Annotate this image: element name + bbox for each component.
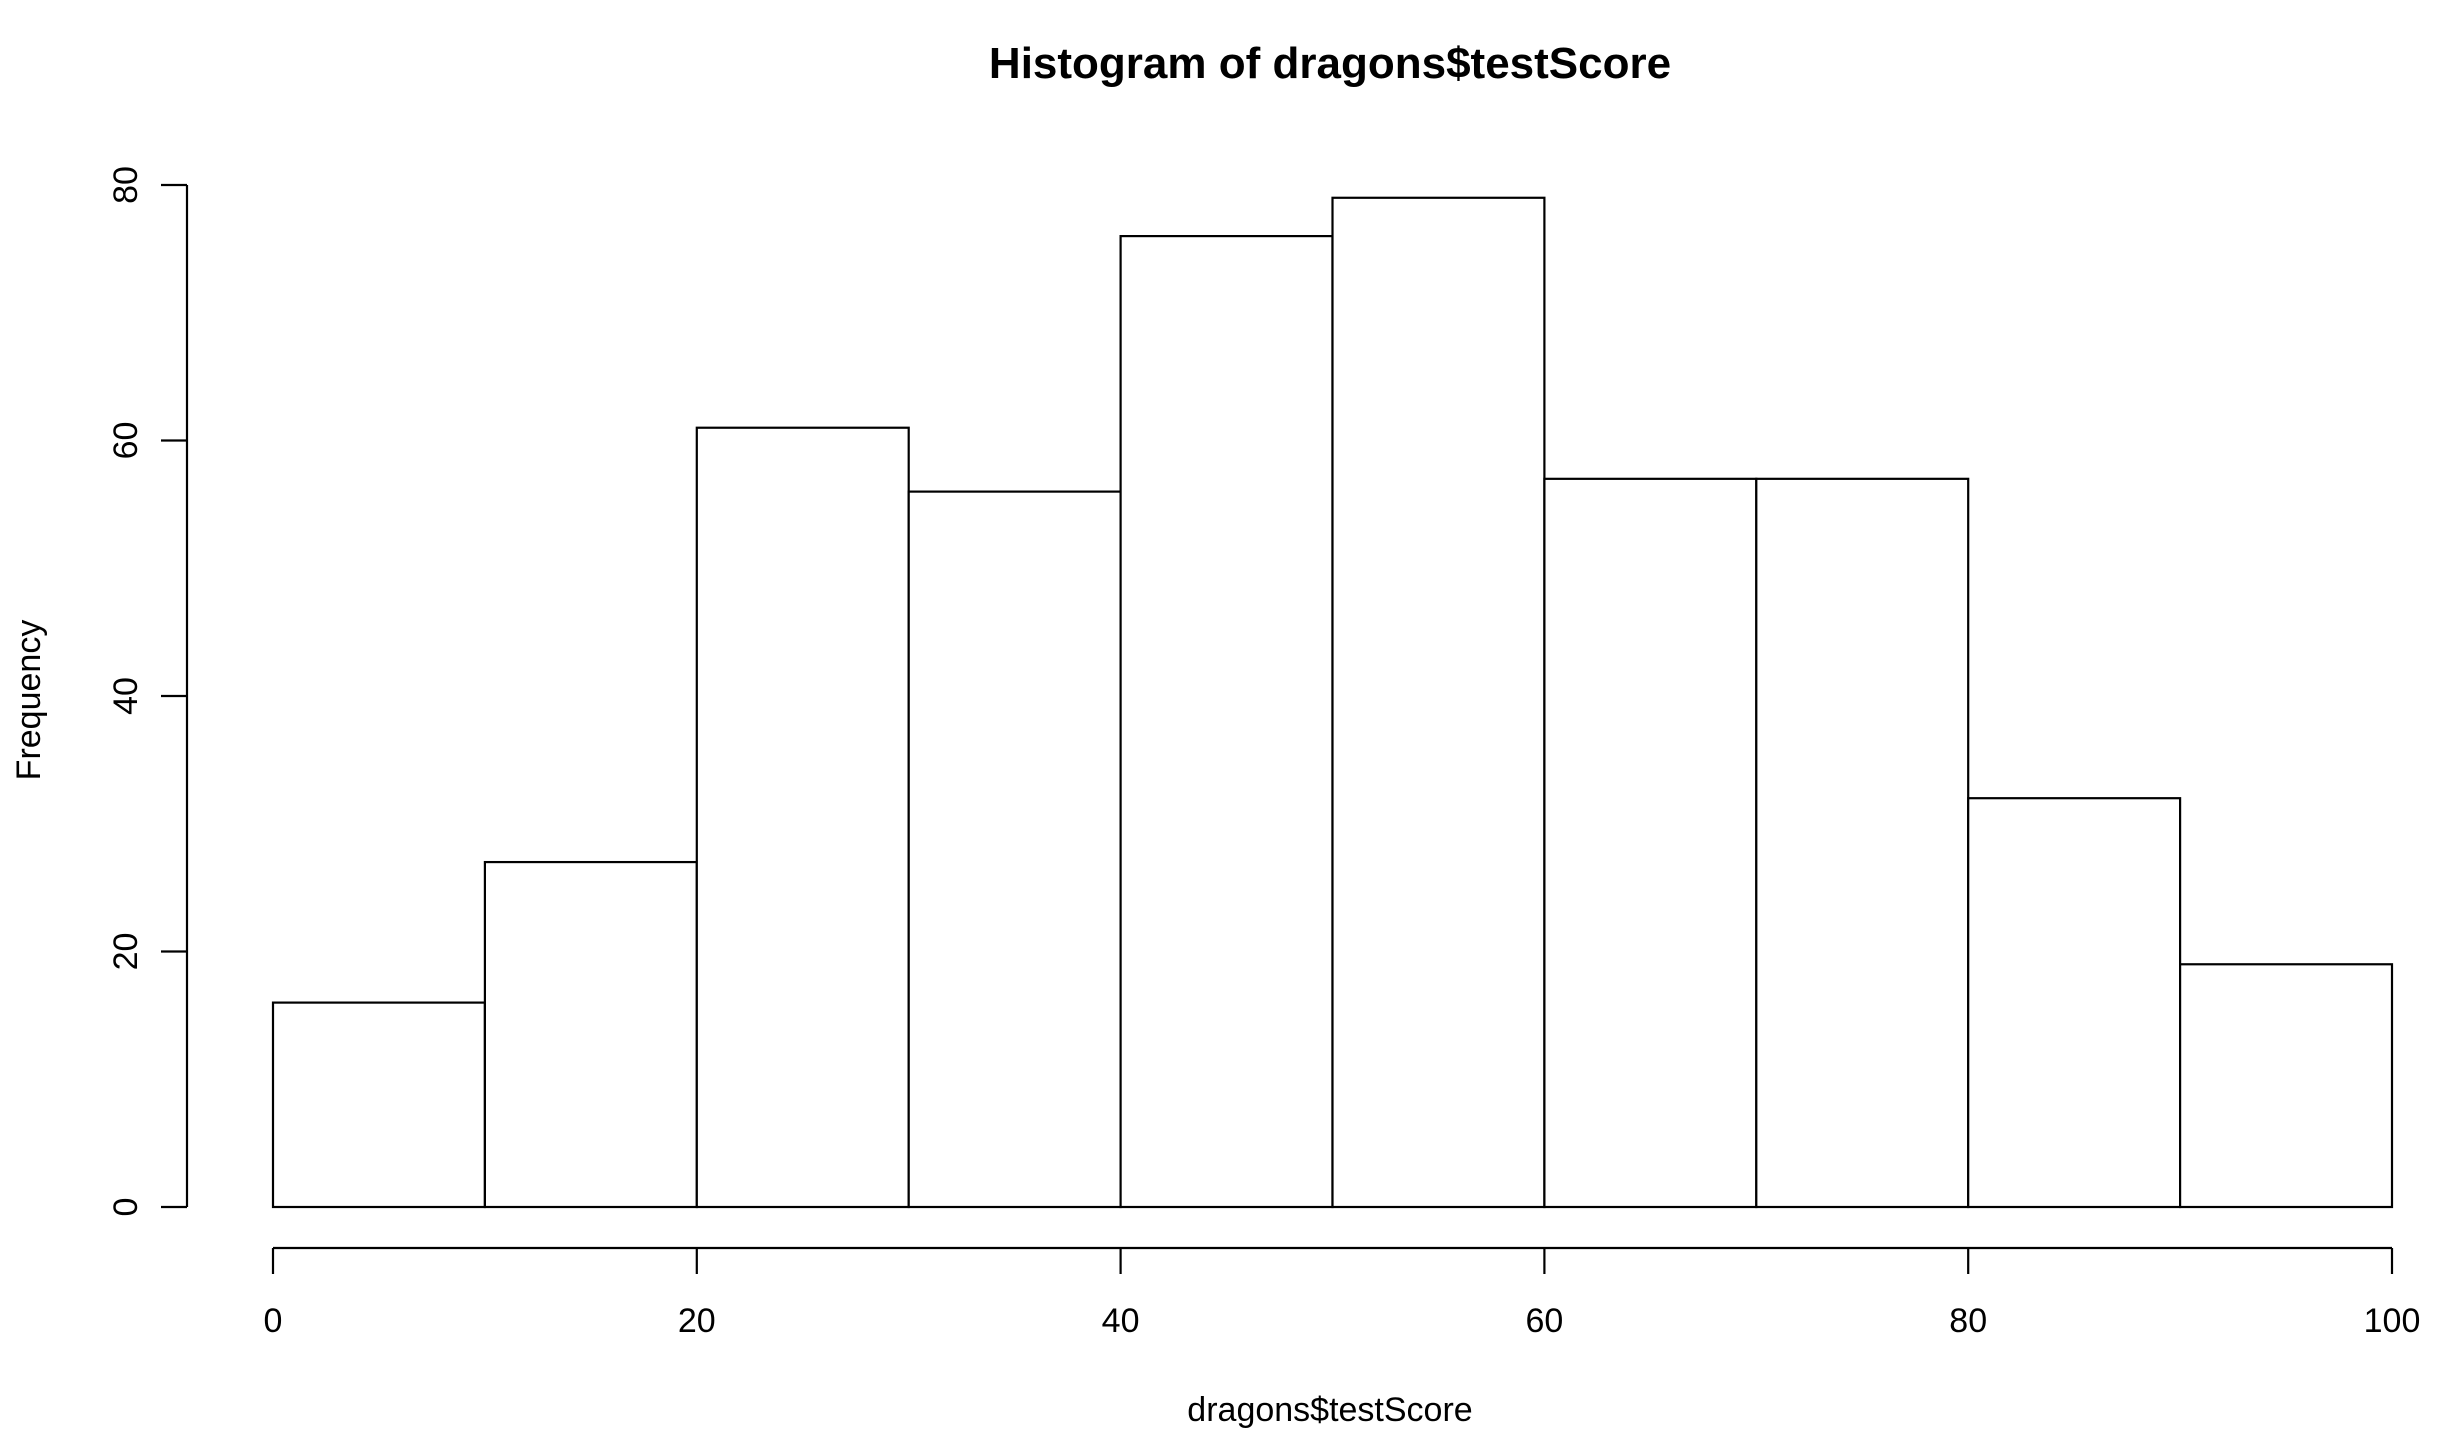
- histogram-bar: [1119, 235, 1334, 1209]
- histogram-bar: [695, 426, 910, 1209]
- x-tick-label: 100: [2364, 1302, 2421, 1340]
- histogram-bars: [271, 196, 2394, 1209]
- x-tick-label: 0: [264, 1302, 283, 1340]
- x-tick-label: 40: [1102, 1302, 1140, 1340]
- histogram-bar: [483, 860, 698, 1209]
- x-axis: 0 20 40 60 80 100: [264, 1246, 2421, 1340]
- x-tick-label: 20: [678, 1302, 716, 1340]
- histogram-bar: [271, 1001, 486, 1209]
- y-axis: 0 20 40 60 80: [107, 166, 189, 1217]
- x-tick-label: 60: [1525, 1302, 1563, 1340]
- x-axis-label: dragons$testScore: [1187, 1391, 1472, 1429]
- y-tick-label: 60: [107, 422, 145, 460]
- histogram-bar: [907, 490, 1122, 1209]
- chart-title: Histogram of dragons$testScore: [989, 39, 1671, 88]
- x-tick-label: 80: [1949, 1302, 1987, 1340]
- histogram-bar: [2179, 963, 2394, 1209]
- y-axis-label: Frequency: [10, 620, 48, 781]
- y-tick-label: 20: [107, 933, 145, 971]
- histogram-bar: [1755, 477, 1970, 1209]
- histogram-bar: [1331, 196, 1546, 1209]
- histogram-bar: [1543, 477, 1758, 1209]
- y-tick-label: 0: [107, 1198, 145, 1217]
- y-tick-label: 40: [107, 677, 145, 715]
- histogram-bar: [1967, 797, 2182, 1209]
- y-tick-label: 80: [107, 166, 145, 204]
